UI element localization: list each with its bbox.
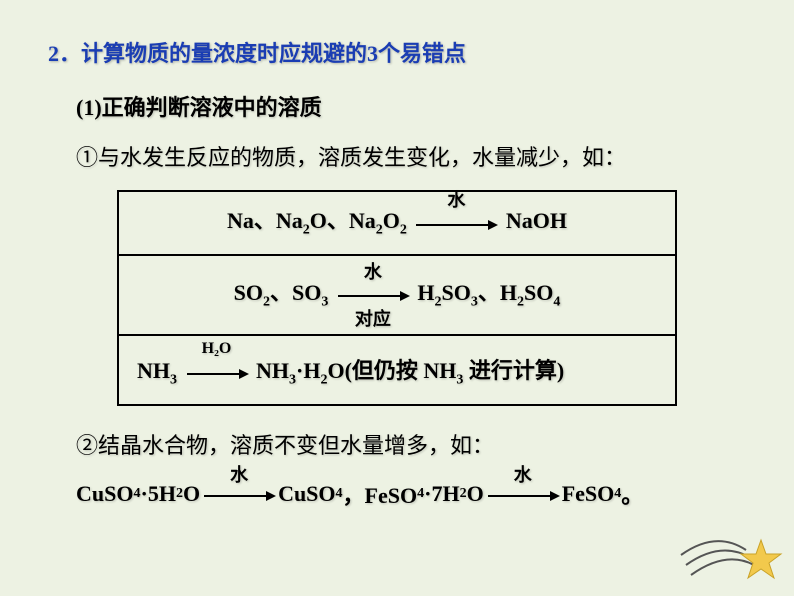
reaction-arrow: 水 对应 (338, 280, 408, 311)
formula-text: NH (256, 358, 289, 383)
formula-text: Na、Na (227, 208, 303, 233)
arrow-label-top: 水 (416, 188, 496, 213)
reaction-arrow: 水 (416, 208, 496, 239)
arrow-label-bottom: 对应 (338, 307, 408, 332)
formula-text: ，FeSO (343, 478, 418, 510)
formula-text: O、Na (310, 208, 376, 233)
section-heading: 2．计算物质的量浓度时应规避的3个易错点 (48, 36, 746, 68)
formula-text: O (467, 481, 484, 507)
arrow-label-top: H₂O (187, 338, 247, 360)
reaction-arrow: 水 (488, 481, 558, 507)
formula-text: SO (442, 280, 471, 305)
formula-text: H (417, 280, 434, 305)
paragraph-1: ①与水发生反应的物质，溶质发生变化，水量减少，如： (76, 140, 746, 172)
arrow-label-top: 水 (488, 461, 558, 487)
paragraph-2: ②结晶水合物，溶质不变但水量增多，如： (76, 428, 746, 460)
formula-text: 、H (478, 280, 517, 305)
table-row: NH3 H₂O NH3·H2O(但仍按 NH3 进行计算) (119, 336, 675, 404)
reaction-arrow: 水 (204, 481, 274, 507)
formula-text: O (183, 481, 200, 507)
table-row: Na、Na2O、Na2O2 水 NaOH (119, 192, 675, 256)
bottom-equation: CuSO4·5H2O 水 CuSO4，FeSO4·7H2O 水 FeSO4。 (76, 478, 746, 510)
arrow-label-top: 水 (204, 461, 274, 487)
formula-text: ·5H (140, 481, 175, 507)
reaction-arrow: H₂O (187, 358, 247, 389)
reaction-table: Na、Na2O、Na2O2 水 NaOH SO2、SO3 水 对应 H2SO3、… (117, 190, 677, 406)
formula-text: NH (137, 358, 170, 383)
formula-text: O (383, 208, 400, 233)
arrow-label-top: 水 (338, 260, 408, 285)
table-row: SO2、SO3 水 对应 H2SO3、H2SO4 (119, 256, 675, 336)
shooting-star-icon (676, 510, 786, 590)
formula-text: NaOH (506, 208, 567, 233)
formula-text: 进行计算) (463, 358, 564, 383)
formula-text: ·7H (424, 481, 459, 507)
formula-text: SO (234, 280, 263, 305)
formula-text: 、SO (270, 280, 321, 305)
subpoint-1: (1)正确判断溶液中的溶质 (76, 90, 746, 122)
formula-text: CuSO (76, 481, 133, 507)
formula-text: CuSO (278, 481, 335, 507)
formula-text: FeSO (562, 481, 615, 507)
formula-text: O(但仍按 NH (327, 358, 456, 383)
formula-text: SO (524, 280, 553, 305)
formula-text: ·H (296, 358, 320, 383)
formula-text: 。 (621, 478, 643, 510)
